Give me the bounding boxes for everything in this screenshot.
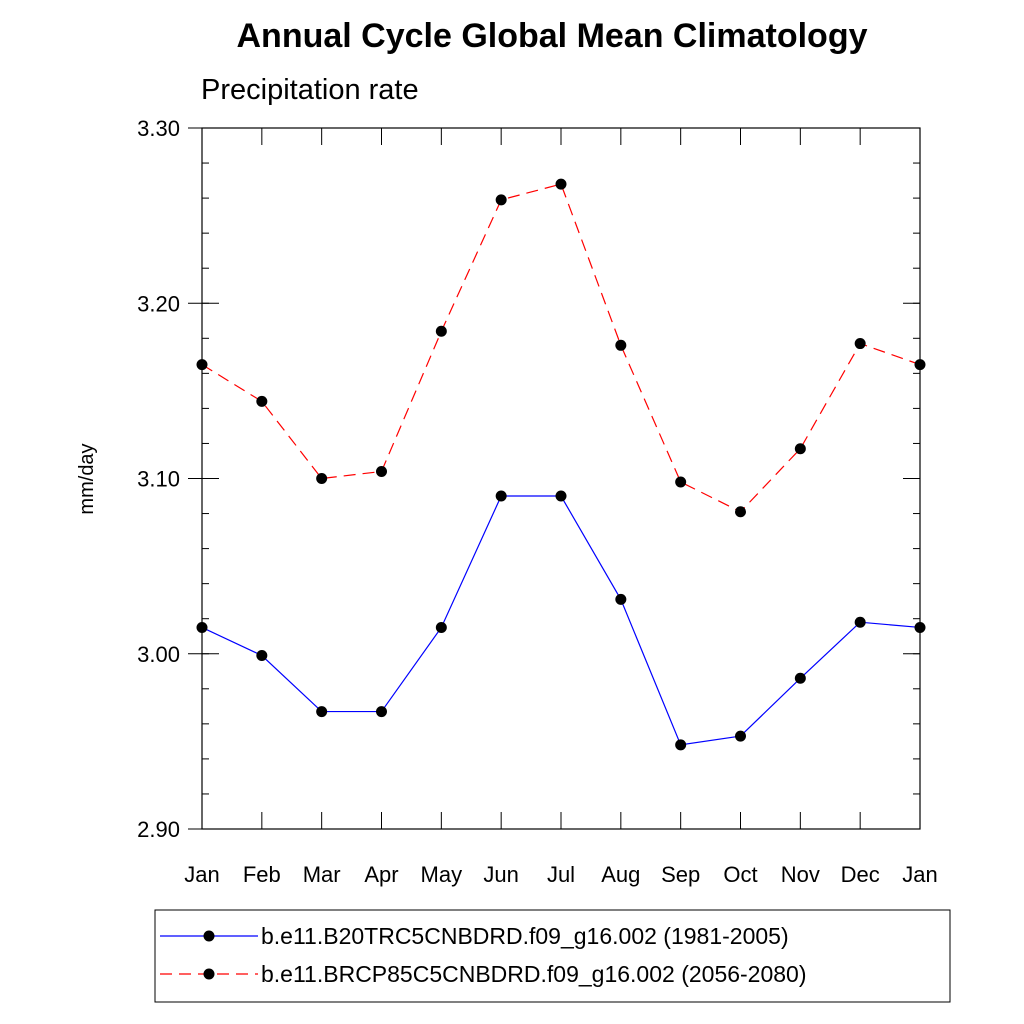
legend-box — [154, 909, 951, 1003]
series-1-point-7 — [555, 490, 567, 502]
legend-marker-1 — [203, 930, 215, 942]
series-1-point-2 — [256, 650, 268, 662]
chart-subtitle: Precipitation rate — [201, 74, 419, 106]
x-tick-label-sep: Sep — [661, 862, 700, 887]
series-2-point-8 — [615, 339, 627, 351]
x-tick-label-mar: Mar — [303, 862, 341, 887]
x-tick-label-nov: Nov — [781, 862, 820, 887]
legend: b.e11.B20TRC5CNBDRD.f09_g16.002 (1981-20… — [160, 923, 807, 987]
x-tick-label-oct: Oct — [723, 862, 757, 887]
series-2-point-6 — [495, 194, 507, 206]
y-axis-label: mm/day — [76, 443, 98, 514]
y-tick-label-3-20: 3.20 — [137, 291, 180, 316]
series-2-point-5 — [435, 325, 447, 337]
x-tick-label-dec: Dec — [841, 862, 880, 887]
plot-frame — [201, 127, 921, 830]
series-1-point-11 — [794, 672, 806, 684]
x-tick-label-jan: Jan — [184, 862, 219, 887]
series-1-point-12 — [854, 616, 866, 628]
series-2-point-13 — [914, 359, 926, 371]
series-1-point-13 — [914, 621, 926, 633]
series-2-point-3 — [316, 473, 328, 484]
series-1-line — [201, 495, 921, 746]
series-1-point-8 — [615, 593, 627, 605]
series-2-point-10 — [735, 506, 746, 518]
series-2-point-4 — [376, 465, 387, 477]
x-tick-label-may: May — [421, 862, 463, 887]
x-tick-label-jan: Jan — [902, 862, 937, 887]
series-1 — [196, 490, 926, 751]
y-tick-label-3-30: 3.30 — [137, 116, 180, 141]
series-2-point-11 — [794, 443, 806, 455]
x-tick-label-jun: Jun — [483, 862, 518, 887]
series-2 — [196, 178, 926, 518]
series-1-point-1 — [196, 621, 208, 633]
legend-label-1: b.e11.B20TRC5CNBDRD.f09_g16.002 (1981-20… — [261, 923, 789, 949]
series-1-point-10 — [735, 730, 746, 742]
series-1-point-6 — [495, 490, 507, 502]
series-2-point-12 — [854, 338, 866, 350]
y-tick-label-3-10: 3.10 — [137, 467, 180, 492]
legend-label-2: b.e11.BRCP85C5CNBDRD.f09_g16.002 (2056-2… — [261, 961, 807, 987]
x-tick-label-jul: Jul — [547, 862, 575, 887]
y-tick-label-2-90: 2.90 — [137, 817, 180, 842]
series-2-point-2 — [256, 395, 268, 407]
series-1-point-5 — [435, 621, 447, 633]
series-layer — [196, 178, 926, 751]
axis-ticks — [188, 127, 921, 830]
chart-title: Annual Cycle Global Mean Climatology — [237, 17, 868, 55]
x-tick-labels: Jan Feb Mar Apr May Jun Jul Aug Sep Oct Nov Dec Jan — [184, 862, 937, 887]
y-tick-labels: 2.90 3.00 3.10 3.20 3.30 — [137, 116, 180, 842]
x-tick-label-feb: Feb — [243, 862, 281, 887]
x-tick-label-aug: Aug — [601, 862, 640, 887]
series-1-point-3 — [316, 706, 328, 718]
series-1-point-4 — [376, 706, 387, 718]
series-2-point-7 — [555, 178, 567, 190]
series-2-point-1 — [196, 359, 208, 371]
series-2-line — [201, 183, 921, 513]
y-tick-label-3-00: 3.00 — [137, 642, 180, 667]
legend-marker-2 — [203, 968, 215, 980]
series-1-point-9 — [675, 739, 687, 751]
series-2-point-9 — [675, 476, 687, 488]
x-tick-label-apr: Apr — [364, 862, 398, 887]
